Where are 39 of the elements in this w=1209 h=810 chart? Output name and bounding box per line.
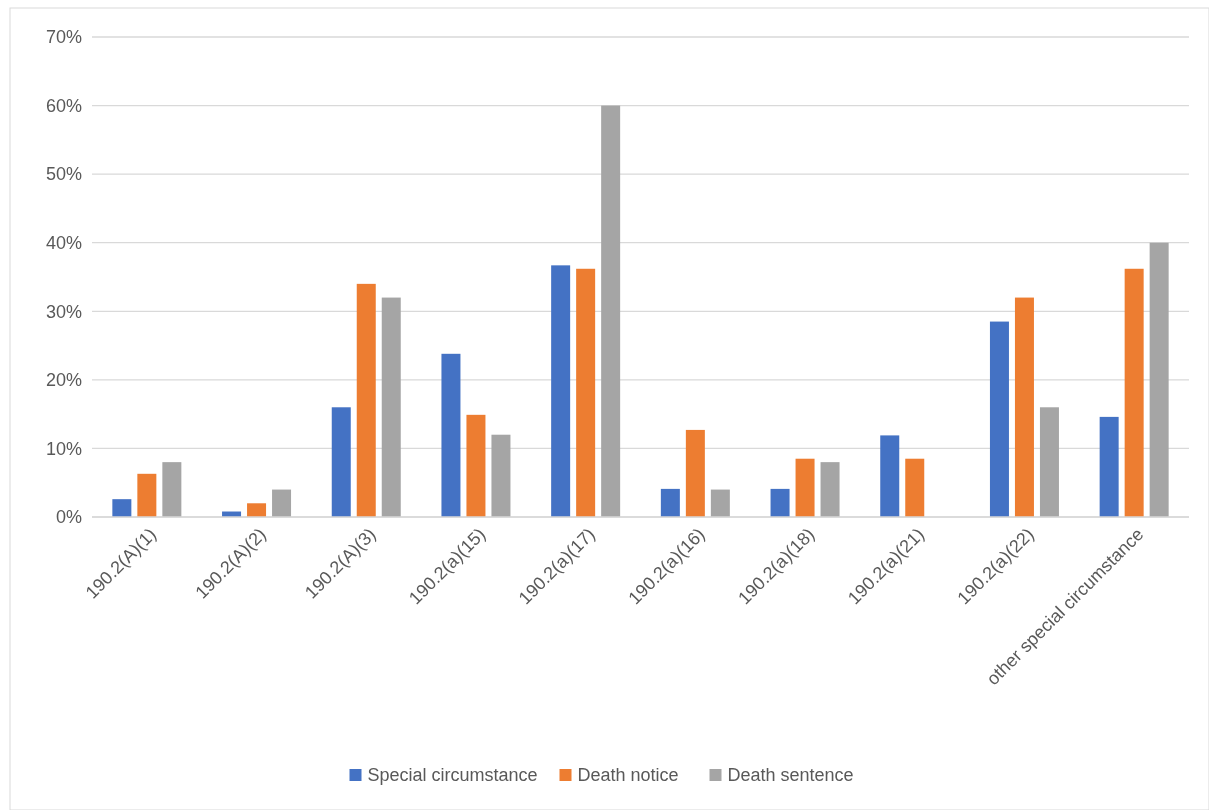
bar <box>880 435 900 517</box>
bar <box>466 414 486 517</box>
bar <box>770 488 790 517</box>
bar <box>112 499 132 517</box>
bar <box>551 265 571 517</box>
bar <box>660 488 680 517</box>
bar <box>685 429 705 517</box>
bar <box>441 353 461 517</box>
y-tick-label: 20% <box>45 370 82 391</box>
bar <box>247 503 267 517</box>
bar <box>576 268 596 517</box>
y-tick-label: 0% <box>55 507 82 528</box>
bar <box>601 105 621 517</box>
bar <box>272 489 292 517</box>
bar <box>1039 407 1059 517</box>
bar <box>331 407 351 517</box>
bar <box>356 283 376 517</box>
bar <box>905 458 925 517</box>
y-tick-label: 10% <box>45 438 82 459</box>
legend-label: Death sentence <box>727 765 854 786</box>
bar <box>1124 268 1144 517</box>
bar <box>381 297 401 517</box>
bar <box>710 489 730 517</box>
y-tick-label: 70% <box>45 27 82 48</box>
y-tick-label: 60% <box>45 95 82 116</box>
bar <box>795 458 815 517</box>
bar <box>137 473 157 517</box>
bar <box>1149 242 1169 517</box>
legend-label: Death notice <box>577 765 679 786</box>
y-tick-label: 40% <box>45 233 82 254</box>
bar <box>491 434 511 517</box>
legend-label: Special circumstance <box>367 765 538 786</box>
bar <box>1014 297 1034 517</box>
bar <box>1099 416 1119 517</box>
y-tick-label: 50% <box>45 164 82 185</box>
bar <box>162 462 182 517</box>
y-tick-label: 30% <box>45 301 82 322</box>
bar <box>820 462 840 517</box>
bar <box>989 321 1009 517</box>
